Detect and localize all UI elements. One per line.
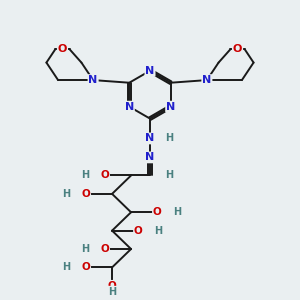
Text: H: H (81, 244, 89, 254)
Text: O: O (233, 44, 242, 55)
Text: O: O (153, 207, 162, 217)
Text: O: O (108, 281, 116, 291)
Text: N: N (166, 102, 175, 112)
Text: H: H (165, 170, 173, 181)
Text: H: H (154, 226, 162, 236)
Text: N: N (146, 152, 154, 162)
Text: O: O (58, 44, 67, 55)
Text: N: N (202, 75, 212, 85)
Text: H: H (62, 189, 70, 199)
Text: H: H (165, 134, 173, 143)
Text: O: O (100, 170, 109, 181)
Text: H: H (108, 286, 116, 297)
Text: N: N (125, 102, 134, 112)
Text: O: O (81, 262, 90, 272)
Text: H: H (62, 262, 70, 272)
Text: O: O (134, 226, 143, 236)
Text: O: O (100, 244, 109, 254)
Text: H: H (173, 207, 181, 217)
Text: N: N (88, 75, 98, 85)
Text: O: O (81, 189, 90, 199)
Text: N: N (146, 66, 154, 76)
Text: H: H (81, 170, 89, 181)
Text: N: N (146, 134, 154, 143)
